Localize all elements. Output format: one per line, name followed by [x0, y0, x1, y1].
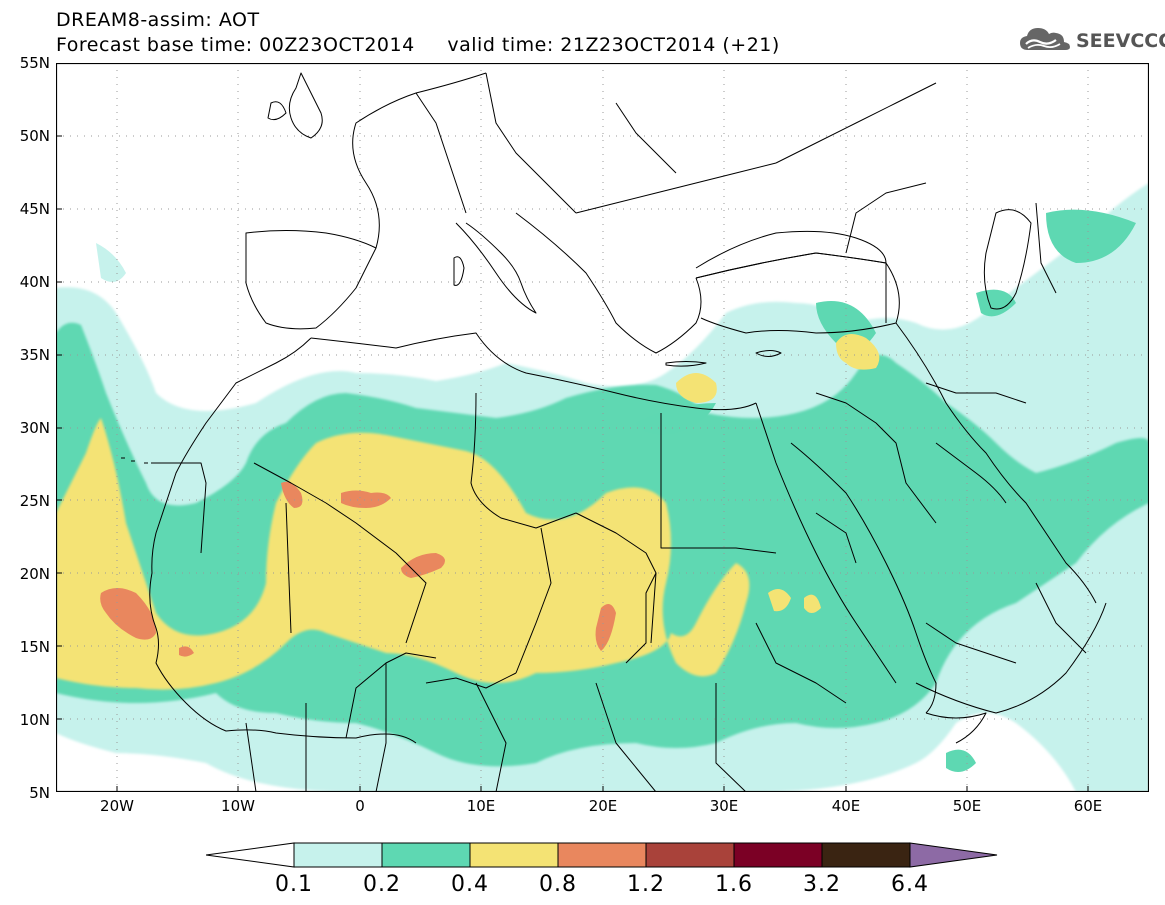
lat-label-50n: 50N [19, 127, 50, 145]
lon-label-20e: 20E [588, 797, 618, 815]
colorbar-over-triangle [909, 842, 998, 868]
lon-label-30e: 30E [709, 797, 739, 815]
logo-text: SEEVCCC [1076, 30, 1165, 52]
colorbar-swatch-2 [381, 842, 471, 868]
colorbar-swatch-6 [733, 842, 823, 868]
colorbar-swatch-7 [821, 842, 911, 868]
lat-label-30n: 30N [19, 419, 50, 437]
colorbar-label-0.4: 0.4 [451, 872, 489, 897]
colorbar-label-0.2: 0.2 [363, 872, 401, 897]
lon-label-0: 0 [355, 797, 365, 815]
colorbar-label-6.4: 6.4 [891, 872, 929, 897]
aot-level-0.4 [56, 334, 880, 690]
lat-label-35n: 35N [19, 346, 50, 364]
colorbar-swatch-1 [293, 842, 383, 868]
lon-label-50e: 50E [952, 797, 982, 815]
title-line-1: DREAM8-assim: AOT [56, 9, 260, 31]
colorbar [206, 842, 998, 868]
axis-ticks [56, 63, 1089, 792]
colorbar-label-3.2: 3.2 [803, 872, 841, 897]
aot-level-0.8 [100, 481, 616, 657]
lat-label-45n: 45N [19, 200, 50, 218]
title-line-2: Forecast base time: 00Z23OCT2014 valid t… [56, 34, 780, 56]
aot-map [56, 63, 1149, 792]
lon-label-20w: 20W [100, 797, 134, 815]
lat-label-5n: 5N [29, 784, 50, 802]
lat-label-55n: 55N [19, 54, 50, 72]
lat-label-20n: 20N [19, 565, 50, 583]
lon-label-60e: 60E [1073, 797, 1103, 815]
colorbar-swatch-4 [557, 842, 647, 868]
lon-label-10e: 10E [466, 797, 496, 815]
lat-label-25n: 25N [19, 492, 50, 510]
lat-label-10n: 10N [19, 711, 50, 729]
colorbar-swatch-5 [645, 842, 735, 868]
lon-label-10w: 10W [221, 797, 255, 815]
cloud-icon [1020, 28, 1070, 50]
colorbar-label-0.8: 0.8 [539, 872, 577, 897]
colorbar-label-1.2: 1.2 [627, 872, 665, 897]
seevccc-logo: SEEVCCC [1018, 24, 1165, 56]
colorbar-under-triangle [206, 842, 295, 868]
lon-label-40e: 40E [831, 797, 861, 815]
colorbar-label-0.1: 0.1 [275, 872, 313, 897]
colorbar-label-1.6: 1.6 [715, 872, 753, 897]
lat-label-40n: 40N [19, 273, 50, 291]
map-gridlines [56, 63, 1149, 792]
lat-label-15n: 15N [19, 638, 50, 656]
colorbar-swatch-3 [469, 842, 559, 868]
coastlines-borders [121, 72, 1107, 792]
